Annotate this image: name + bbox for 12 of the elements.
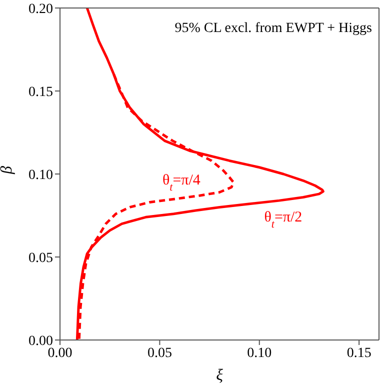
text: 95% CL excl. from EWPT + Higgs (174, 21, 372, 36)
y-tick-label: 0.05 (28, 250, 53, 266)
series-label: θ$_{t}$=π/2 (264, 209, 302, 230)
y-tick-label: 0.15 (28, 84, 53, 100)
x-tick-label: 0.15 (346, 346, 372, 361)
x-axis-title: ξ (216, 367, 224, 384)
x-tick-label: 0.05 (147, 346, 172, 361)
y-tick-label: 0.10 (28, 168, 53, 183)
x-tick-label: 0.10 (247, 346, 272, 361)
series-label: θ$_{t}$=π/4 (162, 172, 201, 194)
y-tick-label: 0.20 (28, 2, 53, 17)
y-axis-title: β (0, 166, 16, 175)
